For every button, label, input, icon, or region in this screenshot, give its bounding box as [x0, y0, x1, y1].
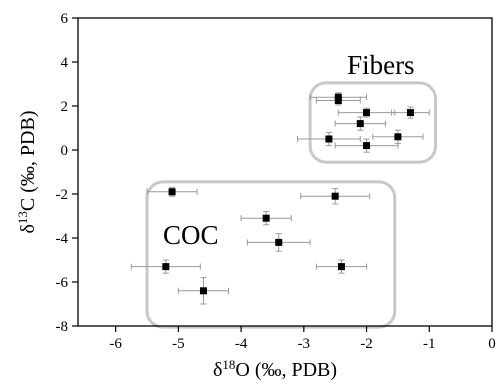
data-point-9 [331, 192, 339, 200]
group-label-coc: COC [163, 220, 219, 250]
data-point-8 [168, 188, 176, 196]
data-point-12 [162, 263, 170, 271]
group-label-fibers: Fibers [347, 50, 415, 80]
data-point-3 [406, 109, 414, 117]
data-point-7 [363, 142, 371, 150]
y-tick-label: -4 [56, 231, 69, 247]
y-tick-label: 4 [61, 55, 69, 71]
y-tick-label: 2 [61, 99, 69, 115]
x-tick-label: -3 [298, 336, 311, 352]
x-tick-label: 0 [488, 336, 496, 352]
y-tick-label: 0 [61, 143, 69, 159]
group-box-coc [145, 180, 397, 329]
data-point-4 [356, 120, 364, 128]
x-tick-label: -4 [235, 336, 248, 352]
x-tick-label: -5 [172, 336, 185, 352]
x-tick-label: -6 [109, 336, 122, 352]
data-point-10 [262, 214, 270, 222]
x-tick-label: -2 [360, 336, 373, 352]
x-axis-title: δ18O (‰, PDB) [213, 357, 337, 382]
data-point-5 [394, 133, 402, 141]
y-tick-label: -6 [56, 275, 69, 291]
plot-frame [77, 17, 493, 327]
y-tick-label: -2 [56, 187, 69, 203]
y-tick-label: 6 [61, 11, 69, 27]
data-point-11 [275, 238, 283, 246]
data-point-14 [199, 287, 207, 295]
data-point-2 [363, 109, 371, 117]
y-tick-label: -8 [56, 319, 69, 335]
data-point-13 [337, 263, 345, 271]
group-box-fibers [308, 81, 438, 164]
data-point-6 [325, 135, 333, 143]
data-point-1 [334, 97, 342, 104]
y-axis-title: δ13C (‰, PDB) [15, 110, 40, 233]
x-tick-label: -1 [423, 336, 436, 352]
